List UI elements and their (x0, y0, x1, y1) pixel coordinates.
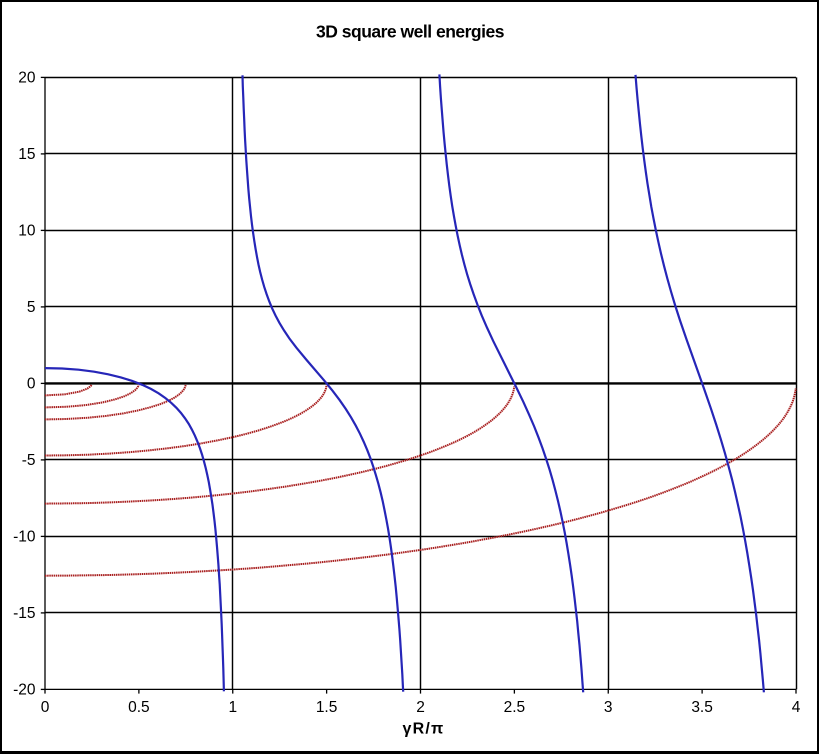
svg-text:-5: -5 (22, 452, 36, 469)
svg-text:5: 5 (27, 299, 36, 316)
svg-text:-15: -15 (13, 605, 35, 622)
svg-text:0: 0 (27, 376, 36, 393)
svg-text:4: 4 (792, 699, 801, 716)
svg-text:3D square well energies: 3D square well energies (316, 22, 505, 42)
svg-text:3: 3 (604, 699, 613, 716)
svg-text:-10: -10 (13, 529, 36, 546)
svg-text:0: 0 (41, 699, 50, 716)
svg-text:10: 10 (18, 223, 36, 240)
svg-text:15: 15 (18, 146, 35, 163)
svg-text:2: 2 (416, 699, 425, 716)
svg-text:20: 20 (18, 70, 36, 87)
svg-text:0.5: 0.5 (128, 699, 150, 716)
svg-text:1.5: 1.5 (316, 699, 338, 716)
svg-text:γR/π: γR/π (403, 721, 445, 738)
svg-text:2.5: 2.5 (504, 699, 526, 716)
svg-text:1: 1 (228, 699, 237, 716)
svg-text:-20: -20 (13, 682, 36, 699)
svg-text:3.5: 3.5 (691, 699, 713, 716)
